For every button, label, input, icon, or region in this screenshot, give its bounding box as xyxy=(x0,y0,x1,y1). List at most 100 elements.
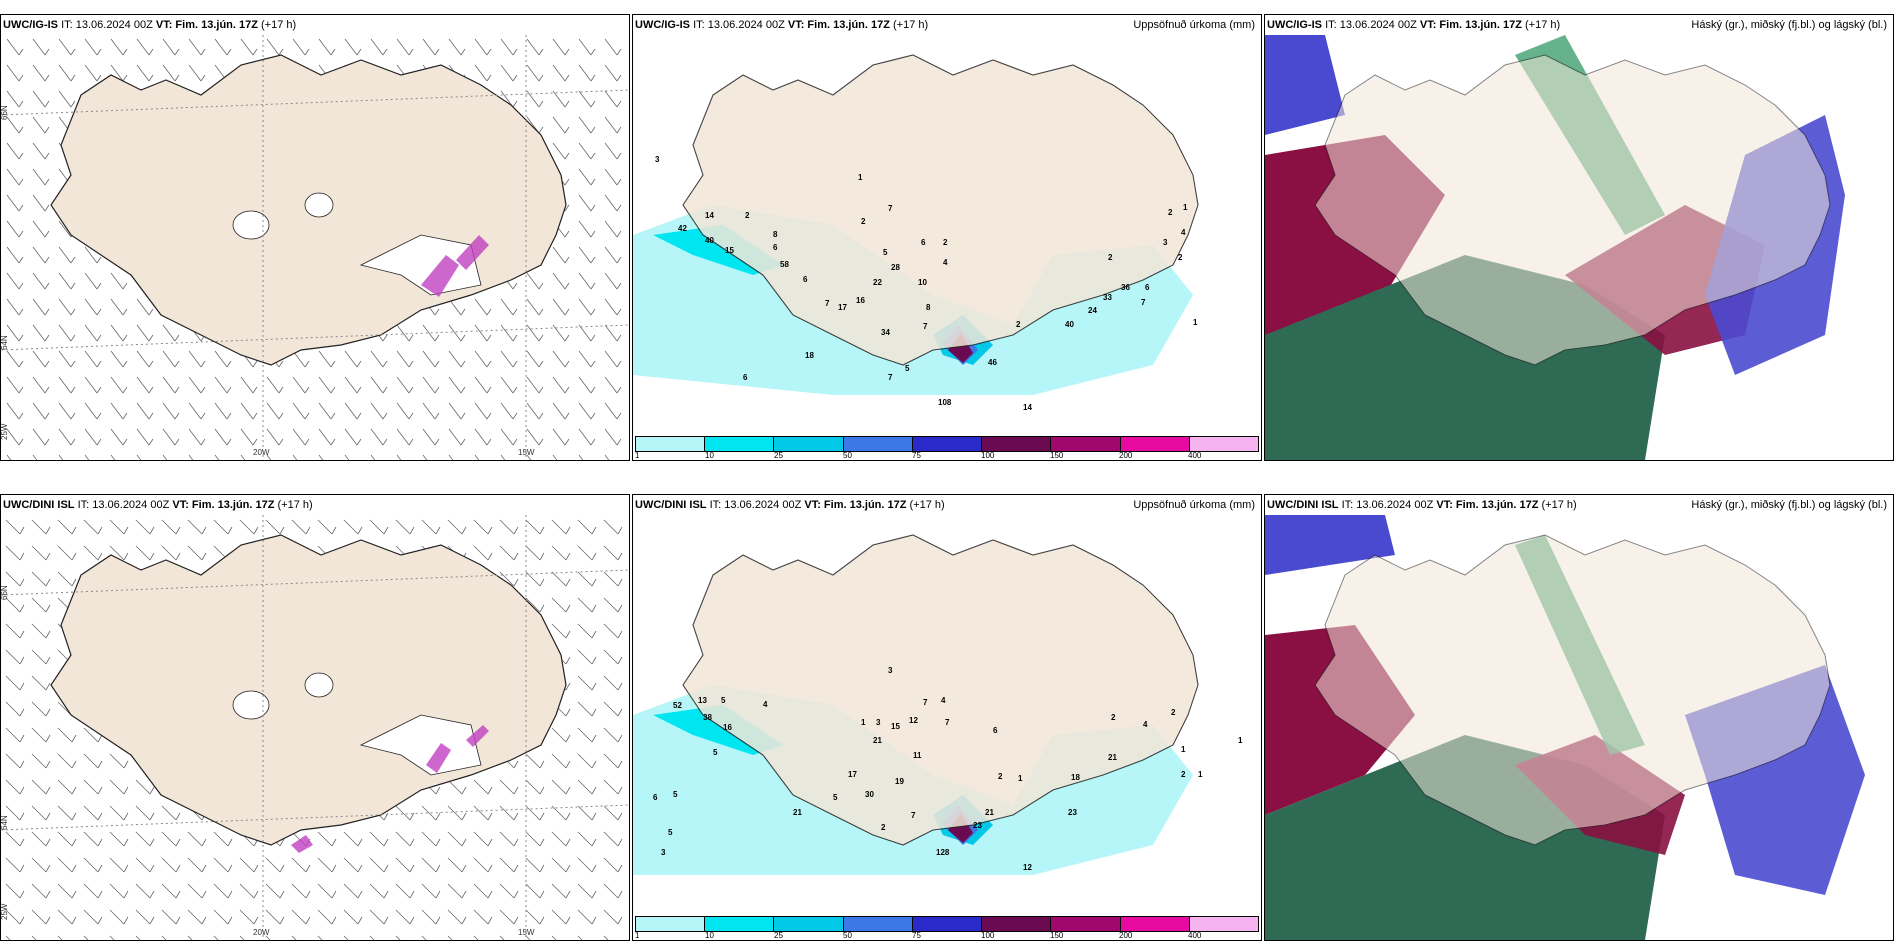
legend-tick: 50 xyxy=(843,451,852,460)
precip-value: 7 xyxy=(888,204,893,213)
legend-swatch xyxy=(1051,917,1121,931)
legend-swatch xyxy=(774,917,844,931)
panel-header: UWC/DINI ISL IT: 13.06.2024 00Z VT: Fim.… xyxy=(1,495,629,515)
iceland-land xyxy=(1314,534,1831,846)
legend-ticks: 1 10 25 50 75 100 150 200 400 xyxy=(635,451,1259,460)
panel-wind-dini: UWC/DINI ISL IT: 13.06.2024 00Z VT: Fim.… xyxy=(0,494,630,941)
iceland-land xyxy=(682,54,1199,366)
lon-label-20: 20W xyxy=(253,928,270,937)
precip-value: 7 xyxy=(888,373,893,382)
field-title: Uppsöfnuð úrkoma (mm) xyxy=(1133,499,1255,511)
precip-value: 2 xyxy=(943,238,948,247)
legend-tick: 10 xyxy=(705,451,714,460)
lead-time: (+17 h) xyxy=(261,19,297,31)
lead-time: (+17 h) xyxy=(277,499,313,511)
precip-value: 2 xyxy=(1016,320,1021,329)
legend-swatch xyxy=(982,917,1052,931)
precip-value: 2 xyxy=(1178,253,1183,262)
panel-header: UWC/DINI ISL IT: 13.06.2024 00Z VT: Fim.… xyxy=(633,495,1261,515)
precip-value: 7 xyxy=(911,811,916,820)
lon-label-15: 15W xyxy=(518,448,535,457)
lon-label-15: 15W xyxy=(518,928,535,937)
precip-value: 7 xyxy=(923,322,928,331)
legend-swatch xyxy=(705,917,775,931)
clouds-map xyxy=(1265,515,1893,940)
precip-value: 2 xyxy=(1168,208,1173,217)
init-time: IT: 13.06.2024 00Z xyxy=(77,499,170,511)
precip-value: 2 xyxy=(998,772,1003,781)
precip-value: 5 xyxy=(905,364,910,373)
precip-value: 1 xyxy=(1183,203,1188,212)
precip-value: 11 xyxy=(913,751,922,760)
precip-value: 7 xyxy=(923,698,928,707)
model-name: UWC/IG-IS xyxy=(1267,19,1322,31)
init-time: IT: 13.06.2024 00Z xyxy=(1325,19,1417,31)
valid-time: Fim. 13.jún. 17Z xyxy=(1439,19,1522,31)
lead-time: (+17 h) xyxy=(1541,499,1577,511)
precip-value: 19 xyxy=(895,777,904,786)
lat-label-64: 64N xyxy=(1,335,9,350)
legend-tick: 100 xyxy=(981,451,995,460)
precip-value: 17 xyxy=(848,770,857,779)
lon-label-25: 25W xyxy=(1,423,9,440)
legend-swatch xyxy=(912,437,983,451)
precip-value: 34 xyxy=(881,328,890,337)
precip-value: 6 xyxy=(993,726,998,735)
precip-value: 38 xyxy=(703,713,712,722)
panel-header: UWC/DINI ISL IT: 13.06.2024 00Z VT: Fim.… xyxy=(1265,495,1893,515)
legend-swatch xyxy=(843,437,913,451)
precip-value: 5 xyxy=(668,828,673,837)
precip-value: 21 xyxy=(985,808,994,817)
precip-value: 58 xyxy=(780,260,789,269)
precip-value: 12 xyxy=(909,716,918,725)
precip-value: 40 xyxy=(1065,320,1074,329)
init-time: IT: 13.06.2024 00Z xyxy=(709,499,802,511)
precip-value: 2 xyxy=(861,217,866,226)
precip-value: 4 xyxy=(763,700,768,709)
vt-label: VT: xyxy=(1436,499,1453,511)
model-name: UWC/DINI ISL xyxy=(3,499,75,511)
precip-value: 2 xyxy=(1181,770,1186,779)
init-time: IT: 13.06.2024 00Z xyxy=(693,19,785,31)
wind-map: 66N 64N 25W 20W 15W xyxy=(1,35,629,460)
precip-value: 1 xyxy=(1238,736,1243,745)
precip-value: 2 xyxy=(1171,708,1176,717)
legend-tick: 1 xyxy=(635,931,640,940)
legend-swatch xyxy=(1189,917,1258,931)
lead-time: (+17 h) xyxy=(893,19,929,31)
precip-value: 18 xyxy=(805,351,814,360)
precip-value: 5 xyxy=(713,748,718,757)
precip-value: 15 xyxy=(725,246,734,255)
precip-value: 5 xyxy=(673,790,678,799)
lat-label-64: 64N xyxy=(1,815,9,830)
precip-value: 1 xyxy=(1018,774,1023,783)
precip-value: 46 xyxy=(988,358,997,367)
precip-legend xyxy=(635,436,1259,452)
field-title: Háský (gr.), miðský (fj.bl.) og lágský (… xyxy=(1691,19,1887,31)
legend-swatch xyxy=(774,437,844,451)
legend-tick: 200 xyxy=(1119,451,1133,460)
lead-time: (+17 h) xyxy=(909,499,945,511)
panel-wind-ig: UWC/IG-IS IT: 13.06.2024 00Z VT: Fim. 13… xyxy=(0,14,630,461)
iceland-land xyxy=(1314,54,1831,366)
precip-value: 2 xyxy=(1111,713,1116,722)
legend-tick: 150 xyxy=(1050,451,1064,460)
precip-value: 36 xyxy=(1121,283,1130,292)
valid-time: Fim. 13.jún. 17Z xyxy=(191,499,275,511)
panel-precip-dini: UWC/DINI ISL IT: 13.06.2024 00Z VT: Fim.… xyxy=(632,494,1262,941)
valid-time: Fim. 13.jún. 17Z xyxy=(175,19,258,31)
vt-label: VT: xyxy=(172,499,189,511)
precip-value: 6 xyxy=(653,793,658,802)
precip-value: 18 xyxy=(1071,773,1080,782)
precip-value: 5 xyxy=(883,248,888,257)
precip-value: 8 xyxy=(926,303,931,312)
panel-clouds-dini: UWC/DINI ISL IT: 13.06.2024 00Z VT: Fim.… xyxy=(1264,494,1894,941)
legend-ticks: 1 10 25 50 75 100 150 200 400 xyxy=(635,931,1259,940)
legend-tick: 200 xyxy=(1119,931,1133,940)
precip-value: 21 xyxy=(793,808,802,817)
valid-time: Fim. 13.jún. 17Z xyxy=(1455,499,1539,511)
precip-value: 8 xyxy=(773,230,778,239)
precip-value: 12 xyxy=(1023,863,1032,872)
panel-header: UWC/IG-IS IT: 13.06.2024 00Z VT: Fim. 13… xyxy=(1,15,629,35)
legend-swatch xyxy=(1051,437,1121,451)
